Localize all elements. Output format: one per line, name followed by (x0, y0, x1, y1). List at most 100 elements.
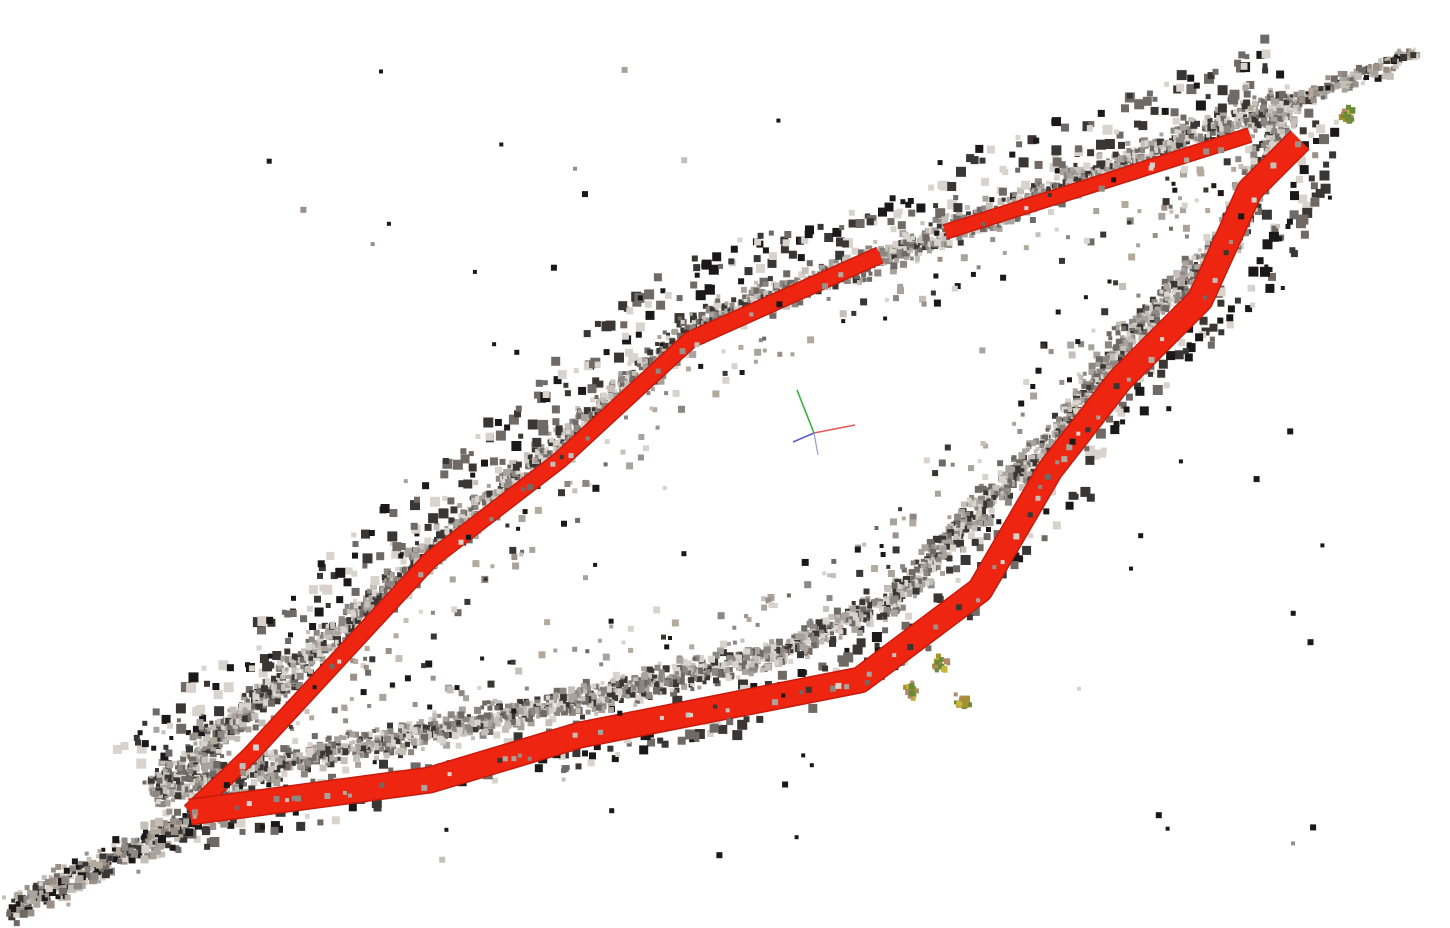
cloud-point (921, 301, 927, 307)
cloud-point (1034, 160, 1043, 169)
cloud-point (1244, 54, 1250, 60)
cloud-point (797, 669, 806, 677)
cloud-point (874, 526, 879, 530)
cloud-point (1031, 183, 1037, 190)
cloud-point (1182, 348, 1189, 355)
cloud-point (1227, 120, 1232, 126)
cloud-point (1111, 326, 1116, 331)
cloud-point (698, 363, 704, 369)
cloud-point (1135, 317, 1140, 323)
cloud-point (350, 610, 357, 616)
cloud-point (892, 588, 897, 593)
cloud-point (968, 501, 975, 508)
cloud-point (926, 578, 934, 586)
cloud-point (419, 547, 424, 553)
cloud-point (1125, 393, 1133, 401)
cloud-point (1290, 117, 1298, 125)
cloud-point (152, 708, 160, 716)
cloud-point (754, 348, 762, 356)
cloud-point (686, 670, 692, 676)
cloud-point (881, 250, 888, 257)
cloud-point (533, 458, 539, 464)
cloud-point (1104, 139, 1115, 149)
cloud-point (645, 691, 653, 699)
cloud-point (277, 659, 284, 666)
cloud-point (744, 267, 753, 276)
cloud-point (245, 686, 253, 694)
cloud-point (1144, 312, 1151, 319)
cloud-point (712, 651, 720, 659)
cloud-point (1182, 260, 1189, 267)
cloud-point (932, 470, 939, 477)
cloud-point (1243, 114, 1248, 119)
cloud-point (163, 744, 169, 750)
cloud-point (900, 239, 906, 245)
cloud-point (1134, 329, 1138, 334)
cloud-point (558, 489, 565, 497)
cloud-point (946, 566, 954, 574)
cloud-point (1121, 104, 1129, 113)
cloud-point (242, 714, 250, 722)
cloud-point (160, 752, 169, 761)
cloud-point (805, 225, 814, 235)
cloud-point (657, 661, 662, 666)
cloud-point (1206, 133, 1211, 138)
cloud-point (1000, 487, 1008, 495)
cloud-point (503, 475, 508, 480)
cloud-point (953, 535, 960, 542)
cloud-point (1262, 63, 1268, 69)
cloud-point (543, 452, 549, 458)
cloud-point (175, 703, 186, 714)
cloud-point (1185, 140, 1190, 145)
cloud-point (849, 606, 856, 613)
cloud-point (281, 684, 288, 692)
cloud-point (769, 639, 775, 645)
cloud-point (935, 557, 942, 564)
cloud-point (768, 602, 775, 608)
cloud-point (1119, 321, 1125, 327)
cloud-point (976, 544, 984, 552)
cloud-point (1081, 383, 1087, 389)
cloud-point (933, 593, 943, 603)
cloud-point (903, 245, 909, 251)
cloud-point (321, 645, 328, 652)
cloud-point (1189, 280, 1195, 286)
cloud-point (475, 434, 481, 439)
cloud-point (326, 624, 331, 628)
cloud-point (1218, 329, 1225, 336)
cloud-point (884, 585, 892, 593)
cloud-point (856, 630, 863, 636)
cloud-point (884, 202, 894, 212)
cloud-point (1262, 67, 1269, 74)
cloud-point (916, 568, 923, 575)
cloud-point (176, 723, 187, 734)
cloud-point (209, 758, 217, 766)
cloud-point (662, 342, 669, 349)
cloud-point (1261, 143, 1266, 148)
cloud-point (1012, 421, 1017, 426)
cloud-point (605, 320, 616, 331)
cloud-point (364, 646, 370, 651)
cloud-point (522, 509, 528, 515)
cloud-point (657, 335, 662, 339)
cloud-point (806, 632, 812, 638)
cloud-point (947, 182, 957, 191)
cloud-point (1140, 148, 1146, 153)
cloud-point (1222, 121, 1228, 127)
cloud-point (1240, 117, 1245, 122)
cloud-point (1187, 127, 1195, 134)
cloud-point (998, 495, 1004, 501)
cloud-point (1255, 109, 1261, 115)
cloud-point (136, 743, 147, 754)
cloud-point (659, 687, 667, 695)
cloud-point (1038, 452, 1044, 458)
cloud-point (753, 287, 760, 294)
cloud-point (430, 633, 437, 640)
cloud-point (1276, 100, 1284, 108)
cloud-point (1103, 356, 1109, 363)
cloud-point (631, 370, 637, 376)
cloud-point (1274, 133, 1280, 139)
cloud-point (972, 502, 976, 506)
